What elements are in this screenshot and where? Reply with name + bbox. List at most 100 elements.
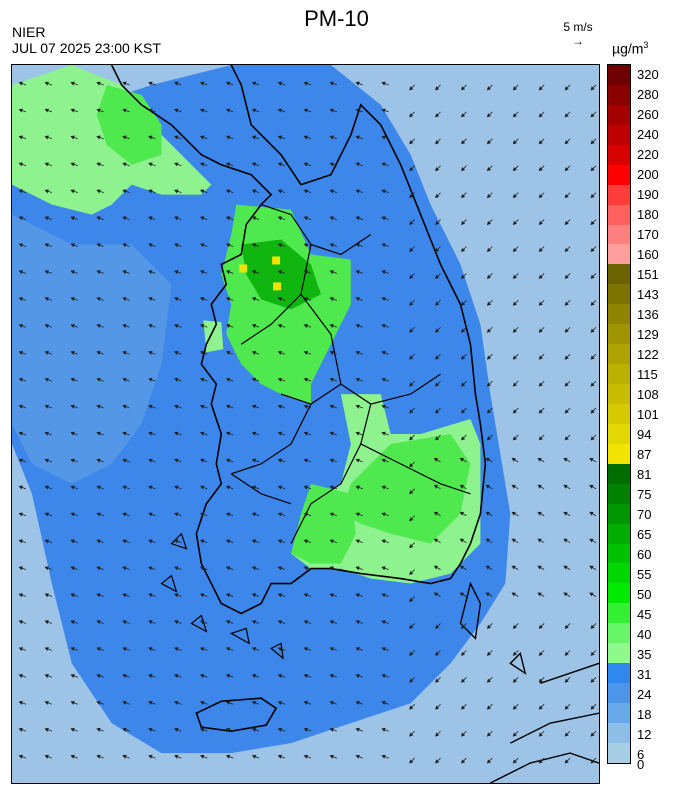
wind-arrow-head [355, 216, 360, 221]
wind-arrow-head [174, 647, 179, 652]
wind-arrow-head [174, 270, 179, 275]
wind-arrow-head [199, 323, 205, 328]
wind-arrow-head [225, 458, 231, 463]
wind-arrow-head [44, 350, 49, 355]
wind-arrow-head [486, 113, 492, 118]
wind-arrow-head [381, 189, 386, 194]
wind-arrow-head [96, 270, 101, 275]
wind-arrow-head [486, 732, 492, 737]
wind-arrow-head [18, 404, 23, 409]
wind-arrow-head [590, 167, 595, 172]
wind-arrow-head [174, 754, 179, 759]
wind-arrow-head [96, 754, 101, 759]
legend-tick-label: 170 [637, 227, 659, 242]
wind-arrow-head [460, 732, 466, 737]
legend-tick-label: 35 [637, 647, 652, 662]
wind-arrow-head [486, 651, 492, 656]
wind-arrow-head [538, 328, 543, 333]
wind-arrow-head [564, 328, 569, 333]
wind-arrow-head [199, 377, 205, 382]
wind-arrow-head [564, 247, 569, 252]
wind-arrow-head [148, 404, 153, 409]
wind-arrow-head [70, 485, 75, 490]
wind-arrow-head [96, 404, 101, 409]
legend-color-segment [608, 104, 630, 125]
wind-arrow-head [590, 140, 595, 145]
wind-arrow-head [174, 81, 179, 86]
wind-arrow-head [329, 485, 334, 490]
legend-color-segment [608, 703, 630, 723]
wind-arrow-head [251, 243, 257, 248]
legend-color-segment [608, 623, 630, 644]
wind-arrow-head [225, 566, 231, 571]
wind-arrow-head [18, 81, 23, 86]
wind-arrow-head [251, 135, 257, 140]
wind-arrow-head [303, 377, 308, 382]
wind-arrow-head [303, 162, 308, 167]
wind-arrow-head [564, 409, 569, 414]
wind-arrow-head [277, 270, 283, 275]
wind-arrow-head [277, 404, 283, 409]
wind-arrow-head [174, 216, 179, 221]
wind-arrow-head [355, 243, 360, 248]
legend-color-segment [608, 683, 630, 703]
wind-arrow-head [303, 350, 308, 355]
wind-arrow-head [589, 484, 594, 489]
wind-vectors [18, 81, 597, 764]
wind-arrow-head [538, 651, 543, 656]
wind-arrow-head [590, 409, 595, 414]
wind-arrow-head [251, 647, 257, 652]
wind-arrow-head [251, 162, 257, 167]
wind-arrow-head [435, 193, 440, 199]
wind-arrow-head [303, 81, 308, 86]
wind-arrow-head [355, 404, 360, 409]
wind-arrow-head [199, 539, 205, 544]
wind-arrow-head [485, 457, 490, 462]
map-title: PM-10 [304, 6, 369, 31]
wind-arrow-head [70, 539, 75, 544]
wind-arrow-head [329, 727, 334, 732]
wind-arrow-head [277, 700, 283, 705]
wind-arrow-head [18, 620, 23, 625]
coastline [110, 65, 487, 615]
wind-arrow-head [355, 458, 360, 463]
wind-arrow-head [303, 458, 308, 463]
wind-arrow-head [435, 759, 440, 764]
wind-arrow-head [70, 674, 75, 678]
legend-tick-label: 160 [637, 247, 659, 262]
wind-arrow-head [538, 436, 543, 441]
wind-arrow-head [251, 674, 257, 678]
wind-arrow-head [18, 431, 23, 436]
wind-arrow-head [122, 647, 127, 652]
wind-arrow-head [225, 727, 231, 732]
wind-arrow-head [538, 732, 543, 737]
pm-hotspot-3 [239, 264, 248, 273]
wind-arrow-head [277, 647, 283, 652]
legend-color-segment [608, 224, 630, 245]
wind-arrow-head [409, 463, 414, 468]
wind-arrow-head [459, 592, 465, 597]
wind-arrow-head [303, 674, 308, 678]
legend-tick-label: 18 [637, 707, 652, 722]
wind-arrow-head [355, 323, 360, 328]
wind-arrow-head [251, 512, 257, 517]
wind-arrow-head [590, 382, 595, 387]
wind-arrow-head [381, 162, 386, 167]
wind-arrow-head [148, 350, 153, 355]
wind-arrow-head [435, 382, 440, 387]
legend-color-segment [608, 423, 630, 444]
wind-arrow-head [511, 484, 516, 489]
legend-color-segment [608, 304, 630, 325]
wind-arrow-head [381, 404, 386, 409]
wind-arrow-head [512, 678, 517, 683]
wind-arrow-head [18, 297, 23, 302]
wind-arrow-head [381, 431, 386, 436]
wind-arrow-head [18, 458, 23, 463]
legend-tick-label: 240 [637, 127, 659, 142]
wind-arrow-head [96, 297, 101, 302]
wind-arrow-head [329, 700, 334, 705]
wind-arrow-head [303, 700, 308, 705]
wind-arrow-head [381, 243, 386, 248]
wind-arrow-head [381, 270, 386, 275]
wind-arrow-head [435, 409, 440, 414]
